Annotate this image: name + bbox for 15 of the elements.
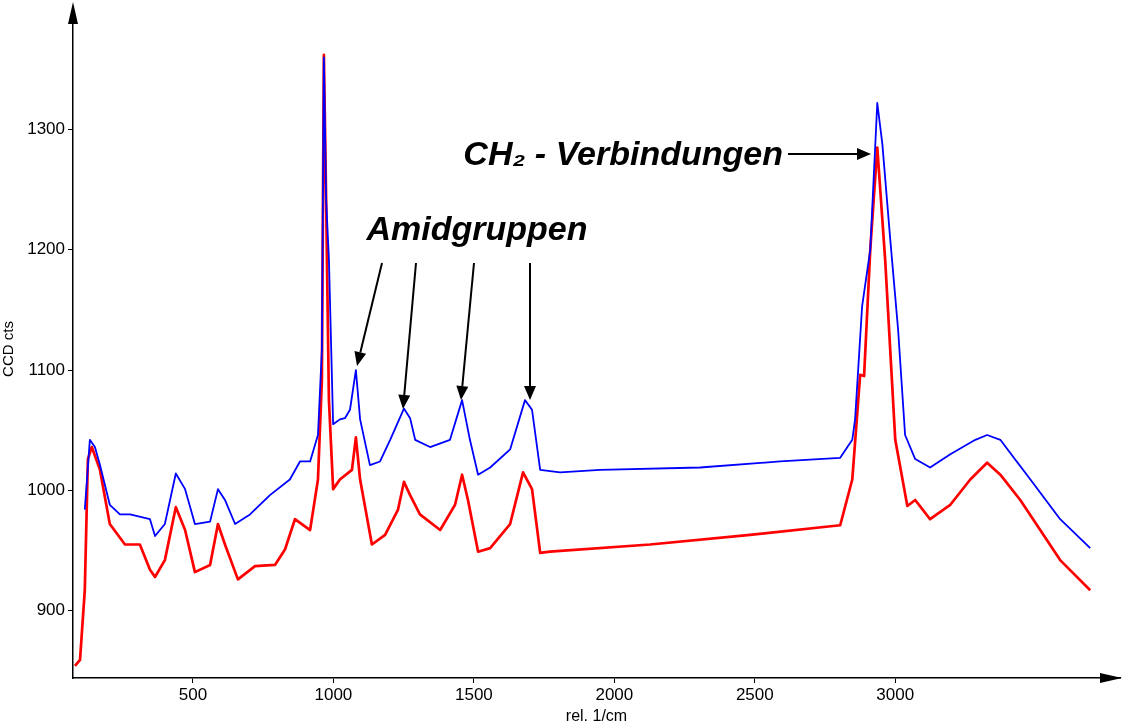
y-tick-label: 1100 (28, 359, 65, 379)
x-tick-label: 1000 (314, 684, 353, 704)
y-axis-title: CCD cts (0, 321, 17, 377)
annotation: CH₂ - Verbindungen (463, 134, 783, 174)
annotation: Amidgruppen (366, 208, 588, 248)
y-tick-label: 900 (36, 600, 65, 620)
x-tick-label: 3000 (876, 684, 915, 704)
x-tick-label: 2500 (735, 684, 774, 704)
x-tick-label: 2000 (595, 684, 634, 704)
y-tick-label: 1200 (27, 239, 65, 259)
y-tick-label: 1300 (27, 119, 65, 139)
x-tick-label: 500 (178, 684, 208, 704)
y-tick-label: 1000 (27, 480, 65, 500)
x-tick-label: 1500 (454, 684, 493, 704)
x-axis-title: rel. 1/cm (565, 706, 628, 724)
